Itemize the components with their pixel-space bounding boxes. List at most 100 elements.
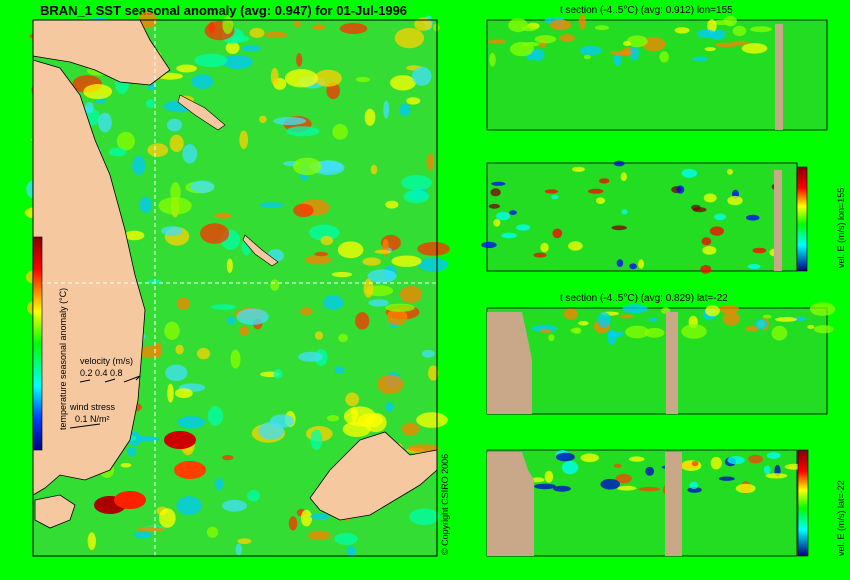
wind-scale: 0.1 N/m² [75, 414, 110, 424]
panel2-side-label: vel. E (m/s) lon=155 [836, 187, 846, 268]
anomaly-patch [315, 331, 323, 340]
warm-anomaly [174, 461, 206, 479]
anomaly-patch [762, 314, 772, 319]
anomaly-patch [176, 297, 191, 310]
anomaly-patch [394, 27, 425, 49]
anomaly-patch [406, 97, 421, 105]
anomaly-patch [551, 194, 559, 200]
anomaly-patch [692, 56, 708, 62]
anomaly-patch [312, 24, 326, 31]
anomaly-patch [214, 212, 232, 219]
anomaly-patch [813, 325, 834, 334]
anomaly-patch [367, 269, 397, 283]
anomaly-patch [735, 483, 756, 494]
anomaly-patch [617, 485, 637, 491]
anomaly-patch [718, 476, 735, 481]
new-caledonia-land [242, 234, 279, 267]
velocity-label: velocity (m/s) [80, 356, 134, 366]
anomaly-patch [382, 238, 389, 257]
anomaly-patch [578, 14, 586, 30]
anomaly-patch [426, 153, 435, 171]
anomaly-patch [531, 48, 545, 61]
anomaly-patch [765, 473, 788, 479]
section-panels [481, 14, 836, 557]
anomaly-patch [687, 487, 702, 493]
anomaly-patch [137, 526, 165, 533]
anomaly-patch [270, 279, 280, 291]
anomaly-patch [208, 21, 216, 34]
anomaly-patch [418, 257, 449, 272]
anomaly-patch [165, 364, 188, 382]
anomaly-patch [412, 66, 432, 86]
anomaly-patch [160, 226, 183, 236]
anomaly-patch [83, 84, 113, 100]
anomaly-patch [613, 160, 625, 167]
anomaly-patch [766, 452, 781, 459]
anomaly-patch [570, 328, 581, 333]
anomaly-patch [710, 456, 722, 470]
anomaly-patch [625, 325, 650, 339]
australia-land [32, 59, 146, 496]
anomaly-patch [237, 538, 252, 545]
anomaly-patch [568, 241, 583, 251]
anomaly-patch [362, 257, 381, 266]
anomaly-patch [345, 392, 360, 407]
anomaly-patch [273, 369, 283, 379]
anomaly-patch [383, 100, 390, 119]
anomaly-patch [226, 258, 233, 273]
anomaly-patch [207, 406, 224, 426]
anomaly-patch [544, 470, 554, 483]
anomaly-patch [351, 406, 358, 422]
anomaly-patch [530, 477, 545, 483]
anomaly-patch [732, 25, 747, 37]
vector-legend [69, 375, 141, 429]
anomaly-patch [750, 26, 772, 33]
anomaly-patch [314, 69, 342, 87]
anomaly-patch [294, 20, 301, 28]
anomaly-patch [696, 29, 716, 39]
anomaly-patch [338, 333, 348, 343]
anomaly-patch [534, 35, 557, 44]
anomaly-patch [158, 508, 176, 528]
anomaly-patch [741, 43, 768, 54]
anomaly-patch [539, 328, 552, 333]
anomaly-patch [626, 35, 648, 48]
anomaly-patch [322, 295, 344, 310]
anomaly-patch [401, 422, 420, 436]
anomaly-patch [493, 219, 501, 227]
anomaly-patch [674, 27, 690, 34]
anomaly-patch [385, 200, 399, 209]
anomaly-patch [190, 180, 215, 193]
anomaly-patch [176, 64, 197, 73]
anomaly-patch [700, 265, 712, 274]
anomaly-patch [235, 543, 242, 556]
velocity-scale: 0.2 0.4 0.8 [80, 368, 123, 378]
anomaly-patch [145, 99, 156, 109]
anomaly-patch [571, 166, 585, 172]
anomaly-patch [681, 460, 702, 471]
anomaly-patch [334, 532, 358, 545]
anomaly-patch [298, 351, 323, 362]
wind-label: wind stress [70, 402, 116, 412]
anomaly-patch [707, 19, 717, 33]
main-title: BRAN_1 SST seasonal anomaly (avg: 0.947)… [40, 3, 408, 18]
anomaly-patch [509, 41, 535, 57]
anomaly-patch [548, 334, 555, 342]
anomaly-patch [169, 134, 184, 152]
anomaly-patch [247, 489, 260, 502]
anomaly-patch [481, 241, 497, 249]
panel1-title: t section (-4..5°C) (avg: 0.912) lon=155 [560, 5, 733, 16]
anomaly-patch [544, 189, 559, 194]
anomaly-patch [139, 196, 152, 214]
anomaly-patch [288, 516, 298, 531]
anomaly-patch [284, 69, 318, 88]
anomaly-patch [399, 285, 423, 303]
anomaly-patch [314, 251, 328, 257]
anomaly-patch [628, 456, 645, 462]
solomon-islands-land [177, 94, 226, 131]
anomaly-patch [416, 412, 448, 428]
anomaly-patch [166, 118, 183, 132]
anomaly-patch [613, 463, 622, 468]
anomaly-patch [403, 189, 430, 204]
anomaly-patch [196, 347, 211, 360]
